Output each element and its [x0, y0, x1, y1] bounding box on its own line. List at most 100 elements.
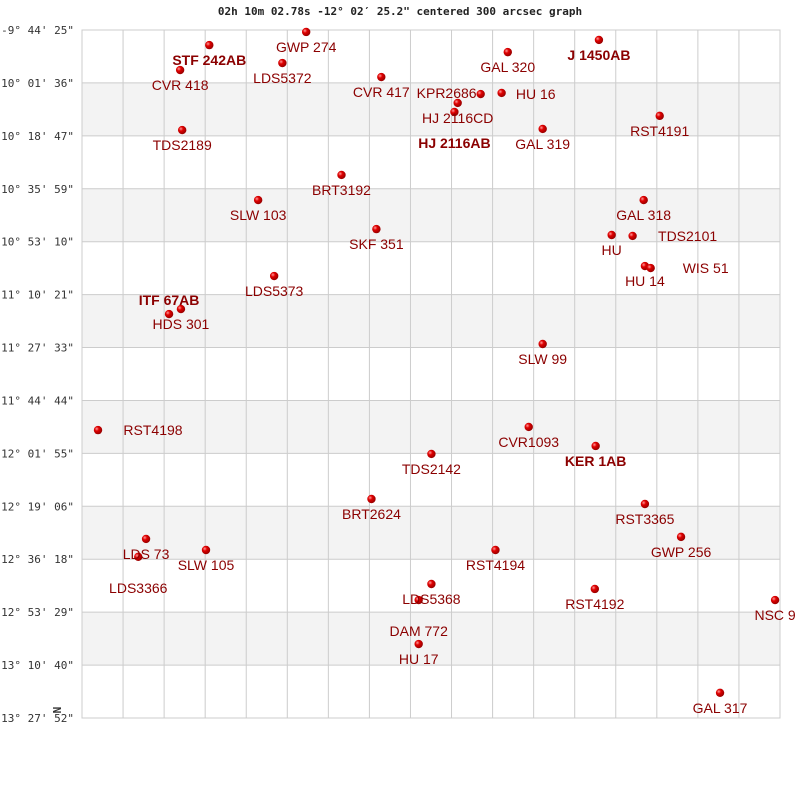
star-marker: [427, 579, 436, 589]
star-marker: [591, 441, 600, 451]
star-label: BRT3192: [312, 182, 371, 198]
star-label: SLW 99: [518, 351, 567, 367]
y-tick-label: -10° 53' 10": [0, 236, 74, 249]
star-marker: [655, 111, 664, 121]
star-label: LDS5368: [402, 591, 461, 607]
star-marker: [176, 304, 186, 314]
plot-border: [81, 29, 781, 719]
star-label: NSC 9: [754, 607, 795, 623]
grid-band: [82, 82, 780, 136]
star-marker: [278, 58, 287, 68]
star-marker: [607, 230, 616, 240]
grid-band: [82, 612, 780, 666]
star-marker: [676, 532, 686, 542]
y-tick-label: -10° 18' 47": [0, 130, 74, 143]
star-marker: [646, 263, 655, 273]
star-marker: [453, 98, 462, 108]
star-label: ITF 67AB: [139, 292, 200, 308]
y-tick-label: -10° 35' 59": [0, 183, 74, 196]
star-label: GAL 318: [616, 207, 671, 223]
y-tick-label: -13° 10' 40": [0, 659, 74, 672]
star-label: KPR2686: [417, 85, 477, 101]
star-label: SLW 105: [178, 557, 235, 573]
y-tick-label: -11° 27' 33": [0, 342, 74, 355]
star-label: J 1450AB: [567, 47, 630, 63]
star-label: RST4198: [123, 422, 182, 438]
y-tick-label: -12° 19' 06": [0, 500, 74, 513]
star-label: RST4194: [466, 557, 525, 573]
star-marker: [594, 35, 604, 45]
star-marker: [538, 339, 547, 349]
y-tick-label: -12° 01' 55": [0, 447, 74, 460]
y-tick-label: -9° 44' 25": [1, 24, 74, 37]
star-marker: [497, 88, 506, 98]
star-label: HU 16: [516, 86, 556, 102]
y-tick-label: -11° 44' 44": [0, 394, 74, 407]
star-marker: [427, 449, 436, 459]
star-marker: [253, 195, 263, 205]
star-label: GAL 319: [515, 136, 570, 152]
star-label: LDS5373: [245, 283, 304, 299]
star-marker: [201, 545, 211, 555]
star-marker: [134, 552, 143, 562]
y-tick-label: -10° 01' 36": [0, 77, 74, 90]
star-label: RST4192: [565, 596, 624, 612]
star-label: TDS2189: [153, 137, 212, 153]
star-marker: [628, 231, 637, 241]
star-marker: [377, 72, 386, 82]
star-marker: [164, 309, 174, 319]
star-label: DAM 772: [390, 623, 449, 639]
star-label: RST3365: [615, 511, 674, 527]
star-label: GWP 274: [276, 39, 337, 55]
star-label: CVR1093: [498, 434, 559, 450]
star-marker: [269, 271, 279, 281]
star-marker: [639, 195, 648, 205]
star-marker: [93, 425, 103, 435]
star-label: RST4191: [630, 123, 689, 139]
star-marker: [770, 595, 780, 605]
star-label: HDS 301: [153, 316, 210, 332]
star-marker: [476, 89, 485, 99]
star-label: GAL 320: [480, 59, 535, 75]
star-label: HU: [602, 242, 622, 258]
star-label: WIS 51: [683, 260, 729, 276]
y-tick-label: -12° 53' 29": [0, 606, 74, 619]
north-label: N: [51, 707, 64, 714]
star-label: TDS2101: [658, 228, 717, 244]
star-label: GAL 317: [693, 700, 748, 716]
y-tick-label: -11° 10' 21": [0, 289, 74, 302]
star-marker: [367, 494, 376, 504]
star-marker: [590, 584, 600, 594]
star-label: CVR 418: [152, 77, 209, 93]
y-tick-label: -13° 27' 52": [0, 712, 74, 725]
star-marker: [640, 499, 650, 509]
grid-band: [82, 294, 780, 348]
star-label: LDS5372: [253, 70, 312, 86]
star-marker: [337, 170, 346, 180]
star-label: HU 14: [625, 273, 665, 289]
star-marker: [538, 124, 547, 134]
star-label: CVR 417: [353, 84, 410, 100]
star-marker: [141, 534, 151, 544]
star-marker: [175, 65, 185, 75]
star-marker: [450, 107, 459, 117]
star-marker: [414, 595, 423, 605]
grid-band: [82, 506, 780, 560]
star-marker: [414, 639, 423, 649]
grid-band: [82, 188, 780, 242]
star-marker: [205, 40, 214, 50]
grid-band: [82, 400, 780, 454]
star-marker: [715, 688, 725, 698]
star-label: LDS3366: [109, 580, 168, 596]
star-marker: [491, 545, 500, 555]
star-marker: [372, 224, 381, 234]
star-label: BRT2624: [342, 506, 401, 522]
y-tick-label: -12° 36' 18": [0, 553, 74, 566]
star-label: HJ 2116CD: [422, 110, 493, 126]
star-label: STF 242AB: [172, 52, 246, 68]
star-marker: [301, 27, 311, 37]
star-marker: [177, 125, 187, 135]
star-label: HJ 2116AB: [418, 135, 490, 151]
star-label: TDS2142: [402, 461, 461, 477]
